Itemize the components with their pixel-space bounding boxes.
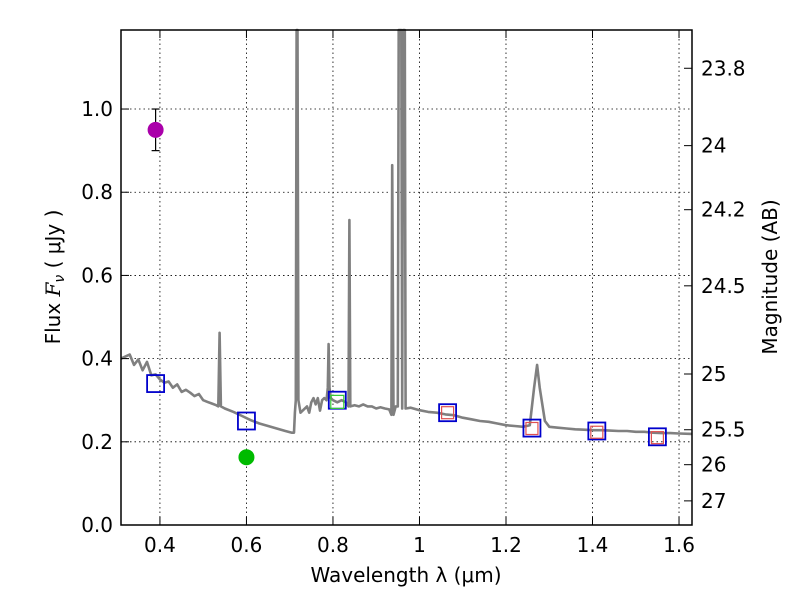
y-tick-label: 0.4 — [81, 347, 113, 371]
spectrum-line — [120, 28, 693, 436]
y-axis-title-suffix: ( μJy ) — [41, 210, 65, 275]
photometry-square — [587, 421, 607, 441]
y-tick-label: 0.8 — [81, 180, 113, 204]
photometry-square — [522, 418, 542, 438]
photometry-square — [330, 394, 345, 409]
plot-series — [120, 28, 693, 466]
y-axis-title-subscript: ν — [52, 275, 68, 283]
right-tick-label: 26 — [701, 453, 726, 477]
right-tick-label: 27 — [701, 489, 726, 513]
gridlines — [121, 30, 692, 526]
x-tick-label: 1.2 — [490, 533, 522, 557]
detection-point — [147, 121, 164, 138]
x-tick-label: 0.4 — [144, 533, 176, 557]
plot-frame — [120, 29, 693, 526]
photometry-square — [650, 431, 664, 445]
photometry-square — [590, 425, 604, 439]
x-tick-label: 1.6 — [663, 533, 695, 557]
detection-point — [238, 449, 255, 466]
y-tick-label: 0.0 — [81, 513, 113, 537]
photometry-square — [440, 406, 455, 420]
right-tick-label: 24.2 — [701, 198, 746, 222]
y-axis-title-symbol: F — [41, 281, 65, 297]
right-tick-label: 25.5 — [701, 418, 746, 442]
y-axis-right-title: Magnitude (AB) — [758, 199, 782, 354]
y-axis-title-prefix: Flux — [41, 296, 65, 344]
photometry-square — [525, 421, 539, 436]
axis-ticks: 0.4 0.6 0.8 1 1.2 1.4 1.6 0.0 0.2 0.4 0.6 0.8 1.0 23.… — [81, 30, 746, 557]
x-tick-label: 1 — [413, 533, 426, 557]
y-tick-label: 0.2 — [81, 430, 113, 454]
photometry-square — [647, 427, 667, 447]
y-tick-label: 1.0 — [81, 97, 113, 121]
x-axis-title: Wavelength λ (μm) — [310, 563, 501, 587]
x-tick-label: 0.6 — [231, 533, 263, 557]
right-tick-label: 24.5 — [701, 274, 746, 298]
right-tick-label: 23.8 — [701, 56, 746, 80]
photometry-square — [237, 411, 256, 431]
y-tick-label: 0.6 — [81, 263, 113, 287]
x-tick-label: 0.8 — [317, 533, 349, 557]
photometry-square — [438, 403, 457, 423]
photometry-square — [146, 374, 166, 393]
right-tick-label: 25 — [701, 362, 726, 386]
right-tick-label: 24 — [701, 134, 726, 158]
x-tick-label: 1.4 — [577, 533, 609, 557]
y-axis-title: Flux Fν ( μJy ) — [41, 210, 68, 345]
